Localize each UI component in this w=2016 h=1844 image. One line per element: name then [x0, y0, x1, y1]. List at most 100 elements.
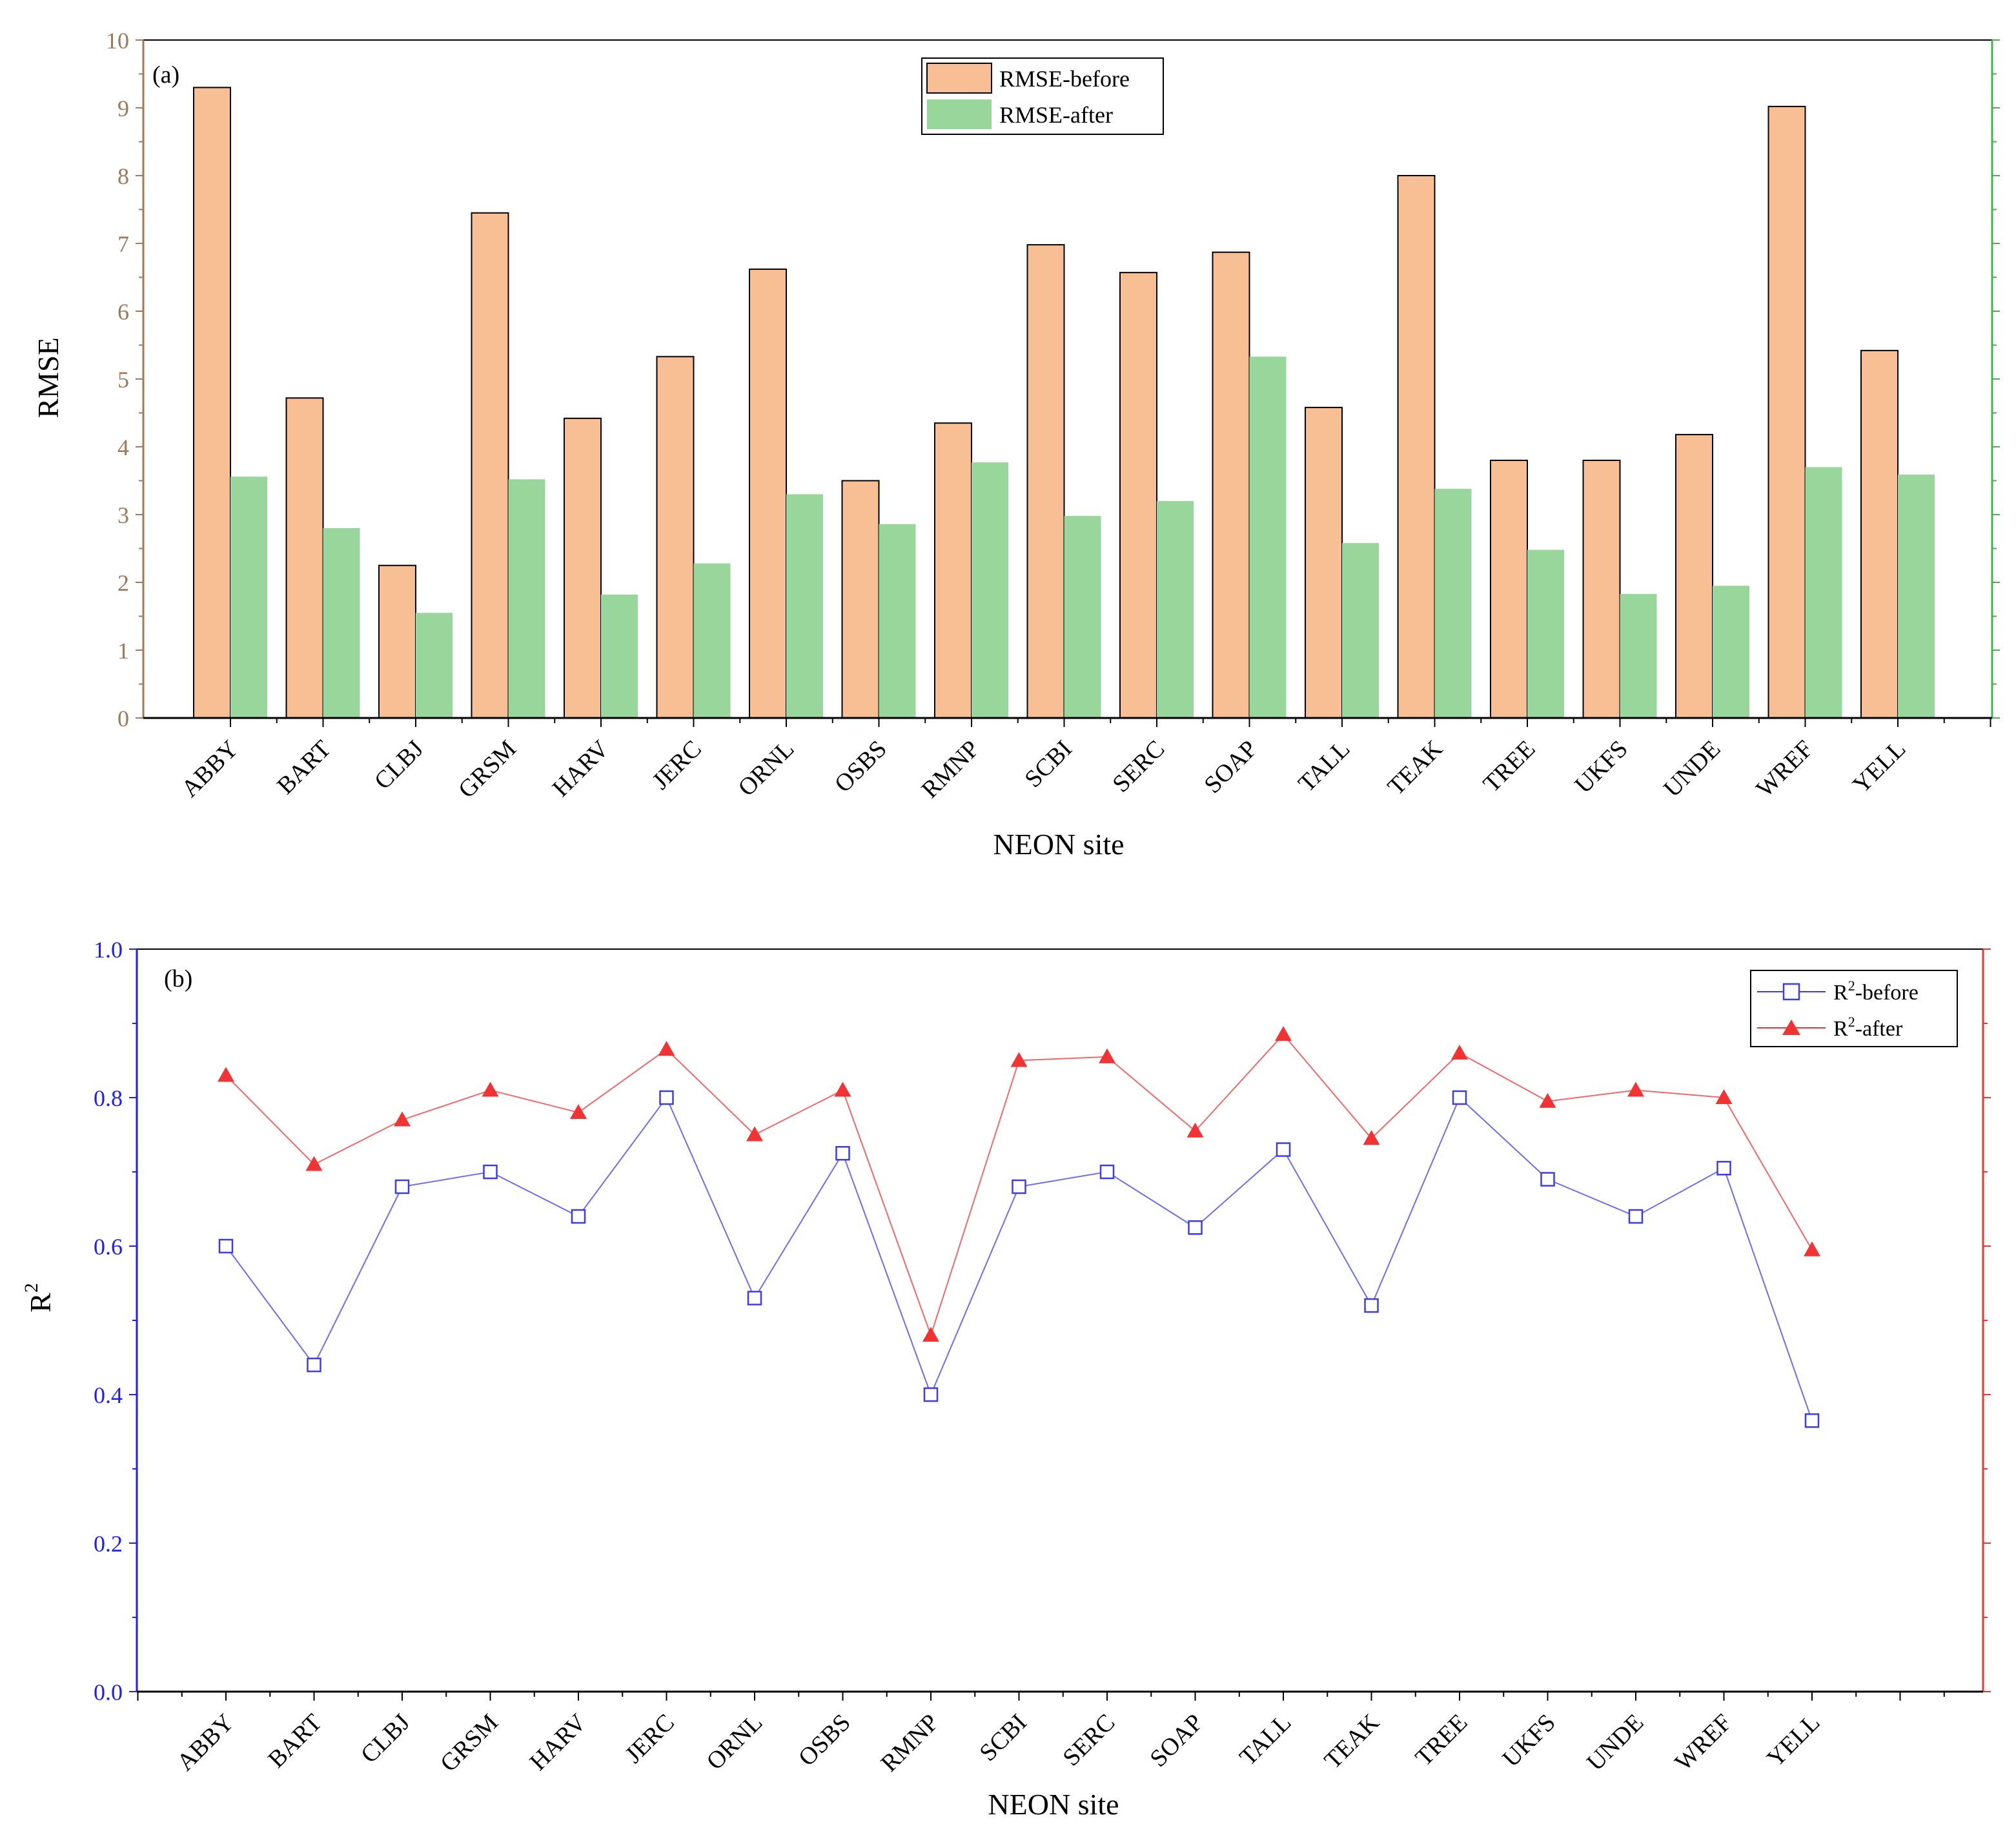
rmse-y-tick-label: 1	[117, 638, 129, 664]
r2-x-tick-label-serc: SERC	[1057, 1709, 1120, 1772]
r2-after-point-unde	[1627, 1081, 1644, 1097]
r2-after-point-scbi	[1010, 1052, 1028, 1067]
r2-before-point-tall	[1276, 1142, 1291, 1157]
r2-y-tick-label: 0.0	[94, 1679, 123, 1705]
r2-x-tick-label-teak: TEAK	[1319, 1708, 1385, 1774]
rmse-before-bar-ukfs	[1582, 460, 1621, 719]
r2-after-point-soap	[1186, 1122, 1204, 1138]
r2-y-axis-title: R2	[21, 1283, 57, 1313]
rmse-x-tick-label-tree: TREE	[1478, 735, 1541, 798]
r2-before-point-ornl	[747, 1291, 762, 1306]
rmse-before-bar-grsm	[471, 212, 509, 719]
rmse-before-bar-tree	[1490, 460, 1528, 719]
rmse-y-tick-label: 10	[106, 28, 129, 54]
rmse-after-bar-jerc	[693, 563, 731, 718]
r2-x-tick-label-grsm: GRSM	[435, 1709, 504, 1777]
rmse-x-tick-label-clbj: CLBJ	[369, 735, 429, 795]
rmse-y-tick-label: 3	[117, 502, 129, 528]
r2-before-line	[225, 1096, 1813, 1421]
r2-after-point-abby	[218, 1067, 234, 1082]
rmse-before-bar-jerc	[656, 356, 695, 719]
r2-after-point-tall	[1275, 1026, 1292, 1041]
r2-after-point-ornl	[746, 1126, 763, 1142]
r2-before-point-serc	[1099, 1164, 1115, 1180]
rmse-after-bar-unde	[1713, 586, 1749, 718]
r2-y-tick-label: 0.2	[94, 1531, 123, 1557]
rmse-after-bar-yell	[1898, 475, 1935, 718]
r2-before-point-tree	[1452, 1090, 1467, 1105]
r2-after-point-osbs	[834, 1081, 851, 1097]
rmse-before-bar-scbi	[1026, 244, 1065, 719]
r2-x-tick-label-clbj: CLBJ	[356, 1709, 415, 1768]
r2-x-tick-label-bart: BART	[263, 1709, 327, 1774]
r2-after-legend-label: R2-after	[1833, 1014, 1903, 1041]
panel-a-rmse-bar-chart: 0 1 2 3 4 5 6 7 8 9 10 ABBY BART CLBJ GRSM HARV JERC ORNL…	[32, 28, 2000, 861]
r2-x-tick-label-osbs: OSBS	[793, 1709, 856, 1772]
r2-after-legend-label-superscript: 2	[1848, 1014, 1855, 1030]
r2-x-tick-label-yell: YELL	[1762, 1709, 1825, 1772]
r2-x-tick-label-rmnp: RMNP	[875, 1709, 944, 1777]
r2-after-point-tree	[1451, 1045, 1468, 1060]
rmse-x-tick-label-ornl: ORNL	[733, 735, 800, 802]
r2-after-point-teak	[1363, 1130, 1380, 1145]
rmse-before-bar-teak	[1397, 175, 1436, 719]
r2-x-tick-label-ornl: ORNL	[702, 1709, 768, 1776]
rmse-after-bar-bart	[323, 528, 360, 718]
r2-before-point-teak	[1364, 1298, 1379, 1313]
r2-after-legend-label-rest: -after	[1855, 1017, 1903, 1041]
rmse-y-axis-title: RMSE	[32, 337, 65, 418]
r2-x-tick-label-tree: TREE	[1410, 1709, 1473, 1772]
rmse-y-tick-label: 2	[117, 570, 129, 596]
r2-x-tick-label-soap: SOAP	[1145, 1709, 1208, 1772]
rmse-after-bar-teak	[1434, 489, 1472, 718]
r2-before-legend-label: R2-before	[1833, 978, 1919, 1005]
rmse-before-bar-osbs	[841, 480, 880, 719]
rmse-x-tick-label-wref: WREF	[1751, 735, 1818, 803]
rmse-after-bar-grsm	[508, 479, 545, 718]
rmse-y-tick-label: 4	[117, 435, 129, 460]
rmse-before-bar-clbj	[378, 564, 416, 719]
rmse-before-bar-harv	[564, 417, 602, 719]
rmse-x-tick-label-unde: UNDE	[1658, 735, 1726, 803]
r2-before-point-scbi	[1012, 1179, 1026, 1194]
r2-after-point-serc	[1099, 1048, 1115, 1063]
rmse-after-bar-clbj	[416, 613, 453, 718]
r2-y-tick-label: 0.8	[94, 1085, 123, 1111]
rmse-x-tick-label-ukfs: UKFS	[1569, 735, 1633, 799]
r2-before-point-wref	[1716, 1161, 1731, 1176]
r2-x-tick-label-ukfs: UKFS	[1497, 1709, 1560, 1772]
r2-legend: R2-before R2-after	[1750, 970, 1958, 1047]
rmse-before-legend-label: RMSE-before	[999, 66, 1130, 92]
rmse-after-bar-serc	[1157, 501, 1194, 718]
rmse-after-bar-ukfs	[1620, 593, 1657, 718]
r2-lines	[218, 1026, 1820, 1428]
rmse-before-bar-serc	[1119, 272, 1157, 719]
r2-before-point-rmnp	[923, 1387, 939, 1402]
r2-y-tick-label: 0.4	[94, 1382, 123, 1408]
r2-before-point-grsm	[483, 1164, 498, 1180]
rmse-x-tick-label-jerc: JERC	[647, 735, 706, 795]
r2-after-point-ukfs	[1539, 1092, 1556, 1108]
r2-x-tick-label-scbi: SCBI	[974, 1709, 1032, 1767]
r2-x-tick-label-abby: ABBY	[172, 1709, 239, 1776]
rmse-before-bar-tall	[1305, 407, 1343, 719]
r2-x-axis-title: NEON site	[988, 1788, 1119, 1821]
rmse-after-legend-swatch	[927, 99, 992, 129]
r2-before-point-clbj	[394, 1179, 410, 1194]
rmse-before-legend-swatch	[926, 63, 992, 94]
rmse-x-tick-label-soap: SOAP	[1199, 735, 1262, 799]
r2-after-legend-marker	[1782, 1019, 1800, 1035]
r2-after-point-clbj	[394, 1111, 411, 1127]
r2-before-point-harv	[571, 1209, 586, 1224]
r2-y-axis-title-base: R	[24, 1293, 57, 1313]
r2-before-point-soap	[1188, 1220, 1203, 1235]
rmse-before-bar-abby	[193, 87, 231, 719]
rmse-y-tick-label: 8	[117, 163, 129, 189]
r2-x-tick-label-jerc: JERC	[620, 1709, 679, 1768]
rmse-after-bar-tree	[1527, 549, 1564, 718]
panel-b-label: (b)	[164, 965, 192, 992]
rmse-y-tick-label: 7	[117, 231, 129, 257]
rmse-after-bar-abby	[230, 476, 267, 718]
r2-x-tick-label-harv: HARV	[525, 1708, 592, 1776]
